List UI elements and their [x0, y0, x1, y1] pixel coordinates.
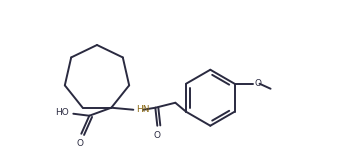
- Text: HO: HO: [55, 108, 69, 117]
- Text: O: O: [254, 79, 261, 88]
- Text: O: O: [77, 139, 84, 148]
- Text: HN: HN: [136, 105, 150, 114]
- Text: O: O: [154, 131, 161, 140]
